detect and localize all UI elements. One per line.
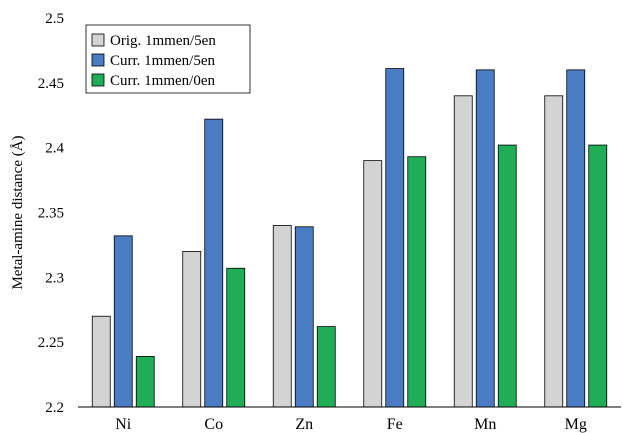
y-tick-label: 2.4 bbox=[45, 141, 64, 157]
y-tick-label: 2.25 bbox=[38, 335, 64, 351]
bar-co-series-1 bbox=[182, 250, 202, 408]
legend-label: Curr. 1mmen/5en bbox=[110, 53, 215, 69]
legend: Orig. 1mmen/5en Curr. 1mmen/5en Curr. 1mme… bbox=[85, 24, 251, 94]
legend-label: Orig. 1mmen/5en bbox=[110, 33, 216, 49]
bar-fe-series-2 bbox=[385, 68, 405, 408]
bar-co-series-3 bbox=[226, 267, 246, 408]
x-category-label: Zn bbox=[295, 416, 313, 433]
x-category-label: Ni bbox=[115, 416, 132, 433]
y-tick-label: 2.45 bbox=[38, 76, 64, 92]
bar-mg-series-3 bbox=[588, 144, 608, 408]
bar-mg-series-2 bbox=[566, 69, 586, 408]
bar-zn-series-2 bbox=[294, 226, 314, 408]
x-category-label: Fe bbox=[387, 416, 403, 433]
y-axis-ticks: 2.2 2.25 2.3 2.35 2.4 2.45 2.5 bbox=[38, 11, 65, 416]
bar-mn-series-2 bbox=[475, 69, 495, 408]
legend-label: Curr. 1mmen/0en bbox=[110, 73, 215, 89]
bar-ni-series-2 bbox=[113, 235, 133, 408]
x-category-label: Mg bbox=[565, 416, 587, 433]
bars bbox=[91, 68, 608, 408]
legend-swatch bbox=[91, 33, 105, 47]
bar-mn-series-3 bbox=[497, 144, 517, 408]
legend-swatch bbox=[91, 53, 105, 67]
bar-ni-series-1 bbox=[91, 315, 111, 408]
y-tick-label: 2.5 bbox=[45, 11, 64, 27]
x-axis-labels: Ni Co Zn Fe Mn Mg bbox=[115, 416, 587, 433]
bar-ni-series-3 bbox=[135, 356, 155, 408]
bar-co-series-2 bbox=[204, 118, 224, 408]
y-tick-label: 2.2 bbox=[45, 400, 64, 416]
bar-mn-series-1 bbox=[453, 95, 473, 408]
y-tick-label: 2.35 bbox=[38, 206, 64, 222]
y-tick-label: 2.3 bbox=[45, 270, 64, 286]
y-axis-title: Metal-amine distance (Å) bbox=[10, 135, 26, 289]
bar-zn-series-3 bbox=[316, 326, 336, 408]
bar-fe-series-3 bbox=[407, 156, 427, 408]
bar-fe-series-1 bbox=[363, 160, 383, 408]
legend-swatch bbox=[91, 73, 105, 87]
x-category-label: Co bbox=[204, 416, 223, 433]
bar-zn-series-1 bbox=[272, 225, 292, 408]
legend-box bbox=[85, 24, 251, 94]
x-category-label: Mn bbox=[474, 416, 496, 433]
bar-mg-series-1 bbox=[544, 95, 564, 408]
